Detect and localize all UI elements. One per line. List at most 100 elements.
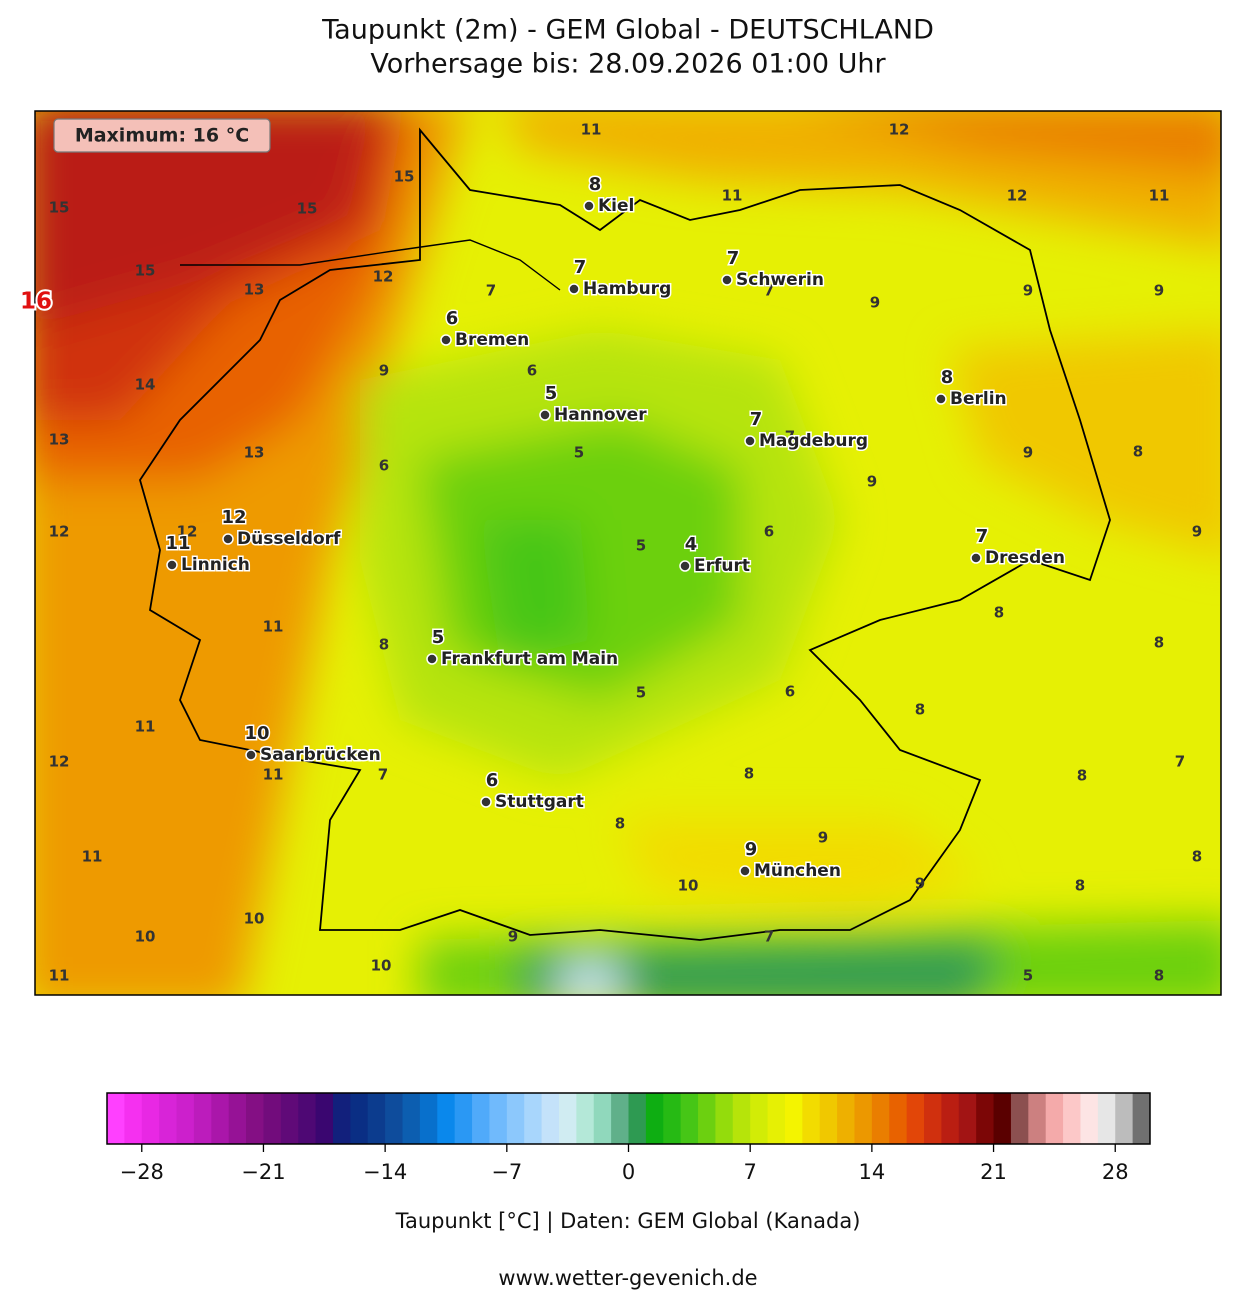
- city-dot: [970, 552, 982, 564]
- city-dot: [245, 749, 257, 761]
- contour-label: 7: [1175, 753, 1185, 771]
- colorbar-segment: [176, 1093, 195, 1144]
- contour-label: 8: [915, 701, 925, 719]
- contour-label: 12: [49, 753, 70, 771]
- city-dot: [440, 334, 452, 346]
- contour-label: 5: [636, 537, 646, 555]
- contour-label: 9: [870, 294, 880, 312]
- contour-label: 12: [889, 121, 910, 139]
- contour-label: 10: [135, 928, 156, 946]
- colorbar-segment: [211, 1093, 230, 1144]
- colorbar-tick-label: −7: [491, 1160, 522, 1184]
- contour-label: 15: [297, 200, 318, 218]
- colorbar-segment: [246, 1093, 264, 1144]
- colorbar-segment: [193, 1093, 212, 1144]
- contour-label: 11: [722, 187, 743, 205]
- city-name: Saarbrücken: [260, 745, 381, 765]
- contour-label: 11: [581, 121, 602, 139]
- contour-label: 13: [244, 444, 265, 462]
- colorbar-segment: [1115, 1093, 1134, 1144]
- map-field: [35, 111, 1221, 995]
- city-dot: [935, 393, 947, 405]
- colorbar-segment: [402, 1093, 421, 1144]
- colorbar-segment: [854, 1093, 873, 1144]
- contour-label: 7: [764, 928, 774, 946]
- contour-label: 12: [1007, 187, 1028, 205]
- footer: www.wetter-gevenich.de: [498, 1266, 757, 1290]
- colorbar-segment: [558, 1093, 577, 1144]
- contour-label: 11: [135, 718, 156, 736]
- city-name: München: [754, 861, 841, 881]
- colorbar-segment: [524, 1093, 543, 1144]
- contour-label: 5: [574, 444, 584, 462]
- contour-label: 11: [1149, 187, 1170, 205]
- contour-label: 8: [1154, 634, 1164, 652]
- contour-label: 13: [49, 431, 70, 449]
- city-value: 7: [574, 257, 587, 278]
- contour-label: 10: [678, 877, 699, 895]
- colorbar-segment: [506, 1093, 525, 1144]
- city-name: Hamburg: [583, 279, 671, 299]
- city-name: Berlin: [950, 389, 1007, 409]
- contour-label: 10: [371, 957, 392, 975]
- contour-label: 15: [394, 168, 415, 186]
- colorbar-segment: [1028, 1093, 1047, 1144]
- contour-label: 9: [915, 875, 925, 893]
- colorbar-segment: [611, 1093, 629, 1144]
- colorbar-segment: [628, 1093, 647, 1144]
- maximum-label: Maximum: 16 °C: [75, 125, 249, 147]
- contour-label: 5: [636, 684, 646, 702]
- colorbar-segment: [1132, 1093, 1151, 1144]
- contour-label: 12: [373, 268, 394, 286]
- colorbar-segment: [1080, 1093, 1099, 1144]
- colorbar-segment: [715, 1093, 734, 1144]
- colorbar-segment: [228, 1093, 247, 1144]
- colorbar-tick-label: −21: [241, 1160, 285, 1184]
- city-name: Frankfurt am Main: [441, 649, 618, 669]
- colorbar-segment: [993, 1093, 1012, 1144]
- colorbar-segment: [298, 1093, 317, 1144]
- subtitle: Vorhersage bis: 28.09.2026 01:00 Uhr: [370, 49, 886, 80]
- colorbar-segment: [819, 1093, 838, 1144]
- contour-label: 11: [263, 766, 284, 784]
- colorbar-segment: [906, 1093, 925, 1144]
- city-value: 10: [244, 723, 269, 744]
- colorbar-tick-label: 7: [743, 1160, 756, 1184]
- colorbar-segment: [958, 1093, 977, 1144]
- maximum-box-bg: [53, 118, 271, 153]
- colorbar-segment: [732, 1093, 751, 1144]
- colorbar-segment: [332, 1093, 351, 1144]
- colorbar-segment: [1010, 1093, 1029, 1144]
- colorbar-segment: [437, 1093, 456, 1144]
- city-name: Hannover: [554, 405, 647, 425]
- contour-label: 15: [135, 262, 156, 280]
- contour-label: 10: [244, 910, 265, 928]
- contour-label: 7: [378, 766, 388, 784]
- city-value: 8: [941, 367, 954, 388]
- city-dot: [222, 533, 234, 545]
- contour-label: 6: [527, 362, 537, 380]
- contour-label: 6: [379, 457, 389, 475]
- colorbar-segment: [315, 1093, 334, 1144]
- contour-label: 8: [1077, 767, 1087, 785]
- colorbar-segment: [889, 1093, 908, 1144]
- colorbar-segment: [576, 1093, 595, 1144]
- city-dot: [739, 865, 751, 877]
- contour-label: 6: [764, 523, 774, 541]
- colorbar-segment: [489, 1093, 508, 1144]
- colorbar-tick-label: 28: [1102, 1160, 1129, 1184]
- colorbar-tick-label: −14: [363, 1160, 407, 1184]
- city-name: Schwerin: [736, 270, 824, 290]
- colorbar-segment: [541, 1093, 560, 1144]
- colorbar-segment: [419, 1093, 438, 1144]
- colorbar-segment: [124, 1093, 143, 1144]
- colorbar-segment: [367, 1093, 386, 1144]
- title: Taupunkt (2m) - GEM Global - DEUTSCHLAND: [321, 15, 934, 46]
- colorbar-tick-label: 14: [858, 1160, 885, 1184]
- city-name: Magdeburg: [759, 431, 868, 451]
- contour-label: 9: [508, 928, 518, 946]
- contour-label: 6: [785, 683, 795, 701]
- colorbar-segment: [385, 1093, 404, 1144]
- contour-label: 14: [135, 376, 156, 394]
